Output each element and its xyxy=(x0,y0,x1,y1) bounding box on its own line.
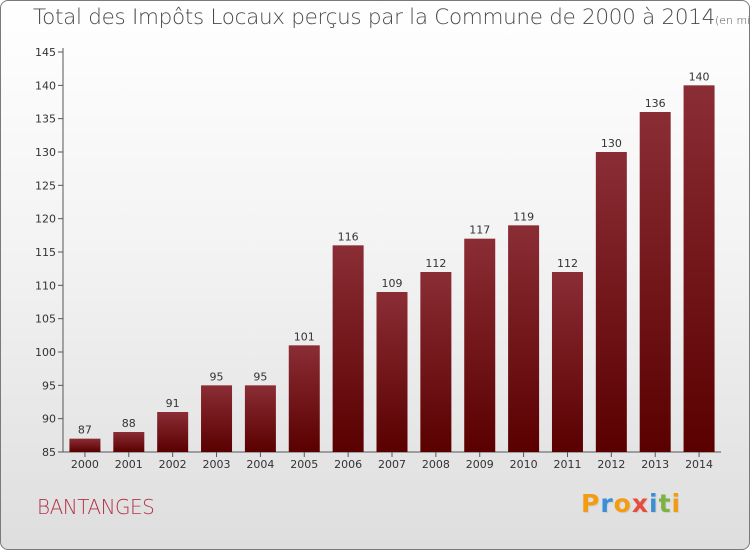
y-tick-label: 105 xyxy=(35,313,56,326)
x-tick-label: 2001 xyxy=(115,458,143,471)
x-tick-label: 2005 xyxy=(290,458,318,471)
data-label: 88 xyxy=(122,417,136,430)
data-label: 91 xyxy=(166,397,180,410)
y-tick-label: 120 xyxy=(35,213,56,226)
x-tick-label: 2010 xyxy=(510,458,538,471)
logo-letter: x xyxy=(631,489,649,518)
x-tick-label: 2000 xyxy=(71,458,99,471)
bar xyxy=(332,245,364,452)
bar xyxy=(244,385,276,452)
data-label: 130 xyxy=(601,137,622,150)
logo-letter: r xyxy=(600,489,614,518)
chart-title-text: Total des Impôts Locaux perçus par la Co… xyxy=(33,5,715,30)
bar xyxy=(595,152,627,452)
x-tick-label: 2004 xyxy=(246,458,274,471)
x-tick-label: 2012 xyxy=(597,458,625,471)
data-labels: 87 88 91 95 95 101 116 109 112 117 119 112 130 136 140 xyxy=(78,70,710,436)
y-tick-label: 85 xyxy=(42,446,56,459)
x-tick-label: 2008 xyxy=(422,458,450,471)
data-label: 140 xyxy=(689,70,710,83)
chart-unit-note: (en milliers d'€) xyxy=(715,14,750,27)
bar xyxy=(551,272,583,452)
x-tick-label: 2011 xyxy=(553,458,581,471)
logo-letter: i xyxy=(649,489,659,518)
y-tick-label: 140 xyxy=(35,79,56,92)
y-axis: 85 90 95 100 105 110 115 120 125 130 135 140 145 xyxy=(35,46,64,459)
bars xyxy=(69,85,715,452)
y-tick-label: 110 xyxy=(35,279,56,292)
x-tick-label: 2009 xyxy=(466,458,494,471)
x-tick-label: 2006 xyxy=(334,458,362,471)
x-tick-label: 2013 xyxy=(641,458,669,471)
bar xyxy=(639,112,671,452)
bar xyxy=(420,272,452,452)
bar xyxy=(683,85,715,452)
y-tick-label: 95 xyxy=(42,379,56,392)
y-tick-label: 125 xyxy=(35,179,56,192)
y-tick-label: 115 xyxy=(35,246,56,259)
logo-letter: t xyxy=(658,489,672,518)
x-axis: 2000 2001 2002 2003 2004 2005 2006 2007 2008 2009… xyxy=(63,451,721,471)
data-label: 101 xyxy=(294,330,315,343)
proxiti-logo: Proxiti xyxy=(581,489,681,518)
logo-letter: o xyxy=(613,489,632,518)
data-label: 112 xyxy=(557,257,578,270)
data-label: 109 xyxy=(382,277,403,290)
x-tick-label: 2003 xyxy=(203,458,231,471)
bar xyxy=(157,412,189,452)
data-label: 95 xyxy=(253,370,267,383)
y-tick-label: 135 xyxy=(35,113,56,126)
data-label: 87 xyxy=(78,424,92,437)
x-tick-label: 2002 xyxy=(159,458,187,471)
chart-title: Total des Impôts Locaux perçus par la Co… xyxy=(33,5,750,30)
data-label: 95 xyxy=(210,370,224,383)
logo-letter: P xyxy=(581,489,601,518)
y-tick-label: 130 xyxy=(35,146,56,159)
bar xyxy=(464,238,496,452)
bar xyxy=(69,438,101,452)
bar xyxy=(201,385,233,452)
y-tick-label: 100 xyxy=(35,346,56,359)
commune-name: BANTANGES xyxy=(37,495,155,519)
y-tick-label: 145 xyxy=(35,46,56,59)
data-label: 112 xyxy=(425,257,446,270)
bar xyxy=(508,225,540,452)
bar xyxy=(113,432,145,452)
data-label: 119 xyxy=(513,210,534,223)
y-tick-label: 90 xyxy=(42,413,56,426)
bar xyxy=(376,292,408,452)
data-label: 117 xyxy=(469,224,490,237)
x-tick-label: 2007 xyxy=(378,458,406,471)
data-label: 116 xyxy=(338,230,359,243)
logo-letter: i xyxy=(671,489,682,518)
bar xyxy=(288,345,320,452)
data-label: 136 xyxy=(645,97,666,110)
x-tick-label: 2014 xyxy=(685,458,713,471)
